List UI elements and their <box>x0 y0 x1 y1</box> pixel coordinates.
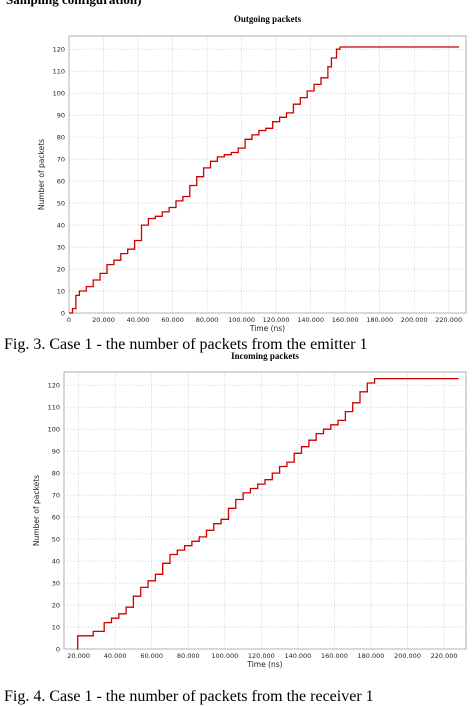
x-tick-label: 180.000 <box>358 652 385 660</box>
x-tick-label: 20.000 <box>67 652 90 660</box>
x-tick-label: 20.000 <box>92 316 115 324</box>
x-tick-label: 140.000 <box>297 316 324 324</box>
y-tick-label: 120 <box>53 45 65 53</box>
y-tick-label: 30 <box>52 579 60 587</box>
x-tick-label: 180.000 <box>366 316 393 324</box>
chart-title: Outgoing packets <box>234 14 302 24</box>
x-tick-label: 80.000 <box>177 652 200 660</box>
y-axis-label: Number of packets <box>37 139 46 210</box>
y-tick-label: 50 <box>52 535 60 543</box>
y-tick-label: 100 <box>53 89 65 97</box>
figure-3-caption: Fig. 3. Case 1 - the number of packets f… <box>4 336 368 353</box>
x-axis-label: Time (ns) <box>246 660 282 669</box>
y-tick-label: 120 <box>48 381 60 389</box>
header-fragment: Sampling configuration) <box>0 0 474 10</box>
y-tick-label: 90 <box>57 111 65 119</box>
y-tick-label: 70 <box>57 155 65 163</box>
y-tick-label: 50 <box>57 199 65 207</box>
x-tick-label: 0 <box>67 316 71 324</box>
x-tick-label: 160.000 <box>332 316 359 324</box>
y-tick-label: 40 <box>52 557 60 565</box>
y-tick-label: 10 <box>57 287 65 295</box>
x-tick-label: 200.000 <box>394 652 421 660</box>
y-tick-label: 0 <box>56 645 60 653</box>
y-tick-label: 20 <box>57 265 65 273</box>
y-tick-label: 100 <box>48 425 60 433</box>
x-tick-label: 40.000 <box>127 316 150 324</box>
y-tick-label: 60 <box>52 513 60 521</box>
x-axis-label: Time (ns) <box>249 324 285 333</box>
y-tick-label: 40 <box>57 221 65 229</box>
y-tick-label: 30 <box>57 243 65 251</box>
y-tick-label: 0 <box>61 309 65 317</box>
x-tick-label: 80.000 <box>196 316 219 324</box>
y-tick-label: 60 <box>57 177 65 185</box>
y-tick-label: 110 <box>48 403 60 411</box>
x-tick-label: 120.000 <box>248 652 275 660</box>
plot-area <box>68 35 467 314</box>
y-tick-label: 90 <box>52 447 60 455</box>
chart-title: Incoming packets <box>231 351 299 361</box>
chart-outgoing-packets: Outgoing packets 0 20.000 40.000 60.000 80.00… <box>37 14 467 333</box>
y-tick-label: 110 <box>53 67 65 75</box>
y-tick-label: 70 <box>52 491 60 499</box>
figure-4-caption: Fig. 4. Case 1 - the number of packets f… <box>4 688 374 705</box>
series-line <box>76 377 459 650</box>
y-tick-label: 20 <box>52 601 60 609</box>
x-tick-label: 220.000 <box>435 316 462 324</box>
x-tick-label: 60.000 <box>140 652 163 660</box>
y-tick-label: 80 <box>57 133 65 141</box>
series-line <box>69 46 460 314</box>
x-tick-label: 60.000 <box>161 316 184 324</box>
y-tick-label: 80 <box>52 469 60 477</box>
x-tick-label: 220.000 <box>431 652 458 660</box>
x-tick-label: 160.000 <box>321 652 348 660</box>
x-tick-label: 100.000 <box>228 316 255 324</box>
header-fragment-text: Sampling configuration) <box>6 0 141 8</box>
x-tick-label: 100.000 <box>211 652 238 660</box>
x-tick-label: 120.000 <box>263 316 290 324</box>
y-axis-label: Number of packets <box>32 475 41 546</box>
plot-area <box>63 371 467 650</box>
y-tick-label: 10 <box>52 623 60 631</box>
x-tick-label: 140.000 <box>284 652 311 660</box>
x-tick-label: 200.000 <box>401 316 428 324</box>
x-tick-label: 40.000 <box>104 652 127 660</box>
chart-incoming-packets: Incoming packets 20.000 40.000 60.000 80.000… <box>32 351 467 669</box>
